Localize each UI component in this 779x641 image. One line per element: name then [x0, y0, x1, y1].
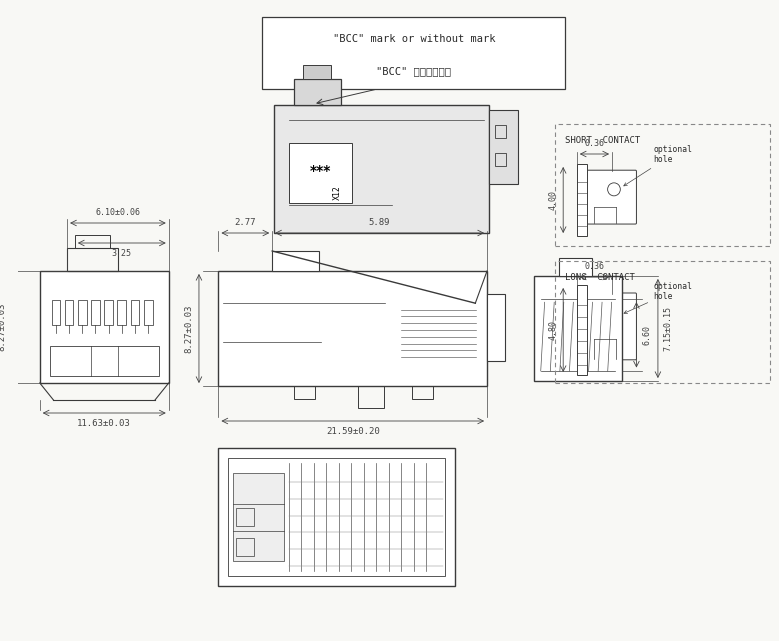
Bar — [495, 153, 506, 167]
Text: 5.89: 5.89 — [369, 218, 390, 227]
Bar — [294, 79, 340, 105]
Text: 4.80: 4.80 — [548, 320, 557, 340]
Bar — [555, 261, 770, 383]
Bar — [65, 300, 73, 325]
Bar — [50, 346, 159, 376]
Text: optional
hole: optional hole — [624, 145, 692, 186]
Bar — [78, 300, 86, 325]
Text: 7.15±0.15: 7.15±0.15 — [664, 306, 673, 351]
Text: SHORT  CONTACT: SHORT CONTACT — [565, 136, 640, 145]
Bar — [304, 65, 331, 79]
Bar — [487, 294, 505, 361]
Text: 11.63±0.03: 11.63±0.03 — [77, 419, 131, 428]
FancyBboxPatch shape — [586, 293, 636, 360]
Bar — [144, 300, 153, 325]
Bar — [577, 164, 587, 236]
Bar — [131, 300, 139, 325]
Bar — [559, 258, 592, 276]
Text: 6.10±0.06: 6.10±0.06 — [95, 208, 140, 217]
Bar — [358, 386, 383, 408]
Bar — [412, 386, 433, 399]
Text: "BCC" mark or without mark: "BCC" mark or without mark — [333, 33, 495, 44]
Text: optional
hole: optional hole — [624, 282, 692, 313]
Text: "BCC" 商标或无商标: "BCC" 商标或无商标 — [376, 66, 451, 76]
Bar — [118, 300, 126, 325]
Text: 8.27±0.03: 8.27±0.03 — [0, 303, 6, 351]
Bar — [233, 473, 284, 561]
Bar — [289, 143, 352, 203]
Text: 6.60: 6.60 — [643, 325, 651, 345]
Bar — [263, 17, 565, 89]
Bar — [555, 124, 770, 246]
Bar — [294, 386, 315, 399]
FancyBboxPatch shape — [586, 171, 636, 224]
Bar — [51, 300, 60, 325]
Bar — [67, 248, 118, 271]
Bar — [218, 271, 487, 386]
Text: 8.27±0.03: 8.27±0.03 — [184, 304, 193, 353]
Text: LONG  CONTACT: LONG CONTACT — [565, 273, 635, 282]
Bar — [274, 105, 489, 233]
Bar — [228, 458, 445, 576]
Bar — [534, 276, 622, 381]
Bar — [272, 251, 319, 271]
Text: 0.36: 0.36 — [584, 139, 605, 148]
Text: 4.00: 4.00 — [548, 190, 557, 210]
Text: ***: *** — [309, 164, 331, 178]
Text: X12: X12 — [333, 186, 342, 201]
Text: 21.59±0.20: 21.59±0.20 — [326, 427, 379, 436]
Bar — [236, 508, 254, 526]
Bar — [91, 300, 100, 325]
Text: 0.36: 0.36 — [584, 262, 605, 271]
Bar — [104, 300, 113, 325]
Bar — [489, 110, 518, 185]
Bar — [218, 448, 455, 586]
Bar — [495, 125, 506, 138]
Bar — [75, 235, 110, 248]
Bar — [40, 271, 169, 383]
Bar — [236, 538, 254, 556]
Text: 2.77: 2.77 — [234, 218, 256, 227]
Bar — [577, 285, 587, 375]
Text: 3.25: 3.25 — [112, 249, 132, 258]
